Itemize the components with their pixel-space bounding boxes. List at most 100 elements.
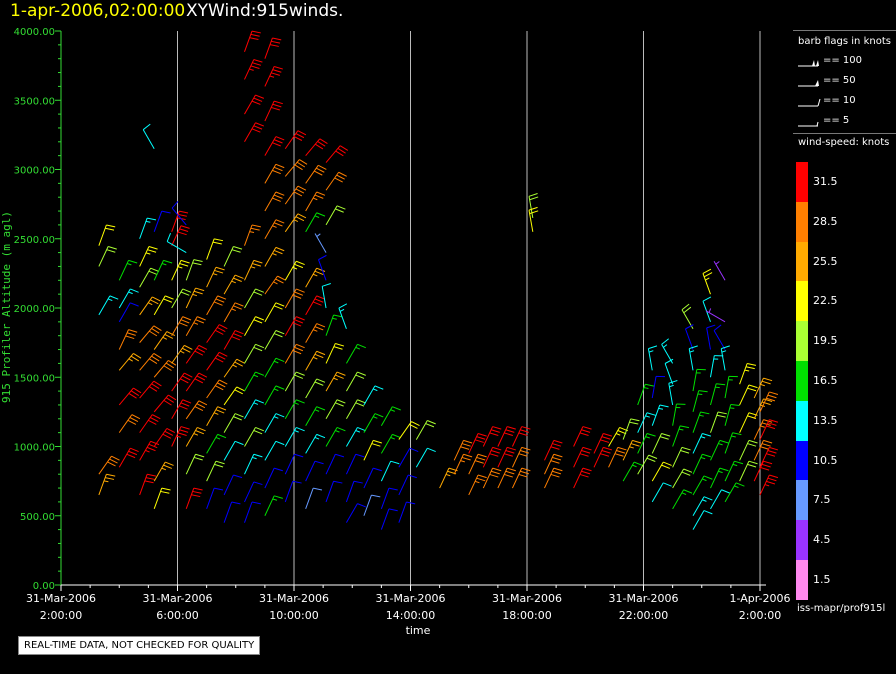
- wind-barb: [468, 474, 487, 496]
- y-tick-label: 4000.00: [14, 27, 55, 38]
- wind-barb: [244, 399, 265, 420]
- wind-barb: [325, 399, 346, 420]
- wind-barb: [264, 136, 285, 156]
- wind-barb: [264, 65, 283, 87]
- wind-barb: [244, 501, 261, 523]
- wind-barb: [651, 461, 672, 482]
- wind-barb: [724, 482, 745, 503]
- wind-barb: [139, 246, 158, 267]
- wind-barb: [710, 411, 727, 433]
- wind-barb: [651, 375, 666, 399]
- wind-barb: [468, 453, 487, 475]
- wind-barb: [363, 467, 382, 489]
- wind-barb: [244, 94, 265, 115]
- barb-legend-label: == 10: [823, 95, 856, 106]
- wind-barb: [206, 379, 228, 399]
- wind-barb: [345, 453, 365, 475]
- wind-barb: [651, 482, 672, 503]
- wind-barb: [244, 316, 265, 336]
- wind-barb: [759, 446, 779, 468]
- wind-barb: [380, 487, 398, 509]
- wind-barb: [305, 138, 328, 156]
- wind-barb: [264, 163, 285, 184]
- wind-barb: [672, 489, 693, 510]
- wind-barb: [692, 475, 713, 496]
- wind-barb: [415, 447, 436, 468]
- speed-color-swatch: [796, 361, 808, 402]
- wind-barb: [305, 378, 326, 399]
- wind-barb: [244, 288, 265, 309]
- wind-barb: [511, 426, 531, 447]
- barb-legend-label: == 50: [823, 75, 856, 86]
- wind-barb: [153, 394, 177, 413]
- wind-barb: [284, 426, 305, 447]
- wind-barb: [497, 467, 516, 489]
- wind-barb: [753, 398, 773, 420]
- wind-barb: [171, 399, 192, 420]
- barb-legend-title: barb flags in knots: [798, 36, 891, 47]
- wind-barb: [325, 342, 345, 364]
- wind-barb: [244, 30, 261, 52]
- speed-bin-label: 31.5: [813, 175, 838, 188]
- wind-barb: [637, 383, 655, 406]
- wind-barb: [724, 460, 744, 482]
- wind-barb: [206, 487, 224, 509]
- wind-barb: [651, 404, 669, 426]
- x-axis-label: time: [406, 624, 431, 637]
- y-tick-label: 2000.00: [14, 304, 55, 315]
- wind-barb: [118, 353, 142, 371]
- wind-barb: [692, 496, 713, 517]
- wind-barb: [573, 426, 592, 447]
- wind-barb: [171, 344, 193, 364]
- x-tick-time: 14:00:00: [386, 609, 435, 622]
- wind-barb: [264, 302, 285, 323]
- wind-barb: [593, 446, 613, 468]
- barb-legend-label: == 100: [823, 55, 863, 66]
- wind-barb: [338, 303, 348, 329]
- wind-barb: [511, 467, 531, 489]
- x-tick-date: 31-Mar-2006: [376, 592, 446, 605]
- wind-barb: [622, 439, 642, 461]
- wind-barb: [185, 344, 208, 364]
- wind-barb: [759, 419, 779, 440]
- wind-barb: [681, 303, 694, 330]
- wind-barb: [284, 480, 302, 503]
- wind-barb: [608, 446, 627, 468]
- wind-barb: [453, 453, 473, 475]
- wind-barb: [206, 266, 225, 288]
- speed-color-swatch: [796, 560, 808, 601]
- data-source-label: iss-mapr/prof915l: [797, 603, 886, 614]
- barb-legend-item: == 100: [798, 52, 893, 72]
- wind-barb: [264, 191, 285, 212]
- legend: barb flags in knots == 100 == 50 == 10 == 5…: [793, 30, 896, 601]
- x-tick-time: 2:00:00: [40, 609, 82, 622]
- quality-note: REAL-TIME DATA, NOT CHECKED FOR QUALITY: [18, 636, 261, 655]
- speed-color-swatch: [796, 281, 808, 322]
- wind-barb: [305, 267, 326, 288]
- wind-barb: [753, 419, 773, 440]
- wind-barb: [709, 355, 724, 378]
- wind-barb: [380, 433, 401, 454]
- wind-barb: [511, 446, 531, 468]
- wind-barb: [692, 368, 706, 392]
- wind-barb: [139, 353, 162, 371]
- x-tick-time: 6:00:00: [156, 609, 198, 622]
- wind-barb: [139, 325, 162, 343]
- wind-barb: [593, 433, 613, 454]
- wind-barb: [118, 259, 138, 281]
- wind-barb: [139, 473, 157, 496]
- speed-bin-label: 19.5: [813, 334, 838, 348]
- wind-barb: [223, 440, 244, 461]
- speed-color-swatch: [796, 162, 808, 203]
- wind-barb: [244, 343, 265, 364]
- wind-barb: [325, 314, 343, 336]
- wind-barb: [171, 259, 190, 281]
- wind-barb: [637, 412, 656, 433]
- wind-barb: [206, 295, 227, 316]
- wind-barb: [573, 467, 592, 489]
- wind-barb: [706, 324, 716, 350]
- wind-barb: [223, 246, 243, 267]
- wind-barb: [284, 343, 305, 364]
- wind-barb: [345, 426, 366, 447]
- wind-barb: [244, 59, 263, 80]
